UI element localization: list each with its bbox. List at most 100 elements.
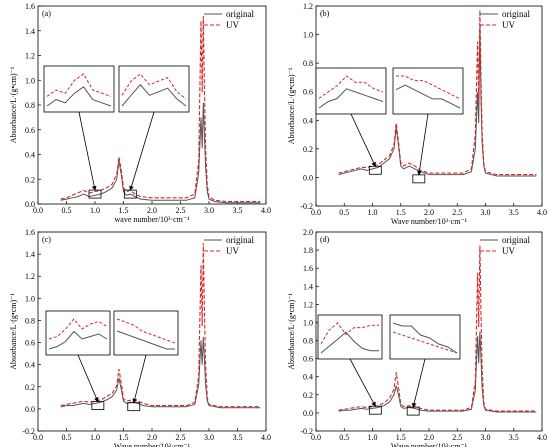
x-tick-label: 3.5 xyxy=(233,433,243,442)
y-tick-label: 1.4 xyxy=(25,250,35,259)
zoom-inset-original-line xyxy=(121,83,187,107)
x-tick-label: 0.5 xyxy=(62,206,72,215)
x-tick-label: 2.0 xyxy=(424,208,434,217)
series-uv-line xyxy=(338,10,537,176)
y-axis-label: Absorbance/L·(g•cm)⁻¹ xyxy=(9,66,18,143)
zoom-inset-uv-line xyxy=(121,73,187,100)
x-tick-label: 3.5 xyxy=(233,206,243,215)
legend-label-original: original xyxy=(226,9,254,19)
y-tick-label: 0.8 xyxy=(25,101,35,110)
x-tick-label: 2.5 xyxy=(176,433,186,442)
zoom-arrow xyxy=(417,113,429,176)
panel-label: (d) xyxy=(320,235,330,244)
legend-label-original: original xyxy=(502,235,530,245)
x-tick-label: 2.0 xyxy=(424,433,434,442)
y-tick-label: 0.2 xyxy=(25,175,35,184)
panel-d: 0.0 0.5 1.0 1.5 2.0 2.5 3.0 3.5 4.0-0.20.00.20.4… xyxy=(287,228,547,447)
x-tick-label: 1.0 xyxy=(368,208,378,217)
y-tick-label: 0.8 xyxy=(25,316,35,325)
zoom-inset-original-line xyxy=(320,331,379,354)
zoom-inset-original-line xyxy=(395,84,461,109)
zoom-inset-uv-line xyxy=(392,331,458,354)
y-tick-label: 1.4 xyxy=(25,27,35,36)
y-tick-label: 0.0 xyxy=(303,409,313,418)
x-tick-label: 3.5 xyxy=(509,433,519,442)
legend-label-original: original xyxy=(502,9,530,19)
x-axis-label: wave number/10³·cm⁻¹ xyxy=(115,215,191,224)
zoom-inset-box xyxy=(315,67,387,115)
zoom-inset-uv-line xyxy=(48,318,108,340)
panel-b: 0.0 0.5 1.0 1.5 2.0 2.5 3.0 3.5 4.0-0.20.00.20.4… xyxy=(287,2,547,226)
y-tick-label: 0.0 xyxy=(25,200,35,209)
x-axis-label: Wave number/10³·cm⁻¹ xyxy=(114,442,191,447)
zoom-inset-uv-line xyxy=(46,73,112,97)
series-uv-line xyxy=(60,15,261,203)
x-tick-label: 1.5 xyxy=(396,433,406,442)
zoom-inset-uv-line xyxy=(320,322,379,345)
x-tick-label: 0.5 xyxy=(339,208,349,217)
zoom-target-box xyxy=(368,165,382,175)
y-tick-label: 1.2 xyxy=(303,300,313,309)
zoom-inset-original-line xyxy=(392,322,458,354)
zoom-inset-original-line xyxy=(46,86,112,107)
x-tick-label: 3.0 xyxy=(204,206,214,215)
zoom-target-box xyxy=(412,174,426,184)
x-tick-label: 1.0 xyxy=(90,433,100,442)
series-original-line xyxy=(60,336,261,409)
y-tick-label: 1.0 xyxy=(25,76,35,85)
y-tick-label: 0.6 xyxy=(303,355,313,364)
y-tick-label: 1.0 xyxy=(303,31,313,40)
zoom-arrow xyxy=(78,111,97,191)
y-tick-label: 0.4 xyxy=(303,116,313,125)
legend-label-uv: UV xyxy=(226,246,239,256)
panel-c: 0.0 0.5 1.0 1.5 2.0 2.5 3.0 3.5 4.0-0.20.00.20.4… xyxy=(9,228,271,447)
x-tick-label: 2.0 xyxy=(147,206,157,215)
zoom-arrow xyxy=(411,358,426,408)
y-tick-label: 0.4 xyxy=(25,361,35,370)
y-tick-label: 1.8 xyxy=(303,246,313,255)
x-tick-label: 1.5 xyxy=(119,433,129,442)
y-tick-label: 0.2 xyxy=(303,145,313,154)
legend-label-uv: UV xyxy=(502,20,515,30)
x-tick-label: 3.0 xyxy=(204,433,214,442)
zoom-inset-box xyxy=(392,67,464,115)
y-tick-label: -0.2 xyxy=(300,202,313,211)
x-tick-label: 0.0 xyxy=(311,433,321,442)
y-tick-label: 0.4 xyxy=(25,151,35,160)
y-tick-label: 0.4 xyxy=(303,373,313,382)
zoom-arrow xyxy=(129,111,155,191)
x-tick-label: 1.0 xyxy=(90,206,100,215)
y-tick-label: 1.6 xyxy=(25,2,35,11)
y-tick-label: 0.6 xyxy=(25,126,35,135)
y-tick-label: 0.8 xyxy=(303,59,313,68)
legend-label-uv: UV xyxy=(226,20,239,30)
y-tick-label: 1.6 xyxy=(25,228,35,237)
y-tick-label: 0.6 xyxy=(303,88,313,97)
y-axis-label: Absorbance/L·(g•cm)⁻¹ xyxy=(9,293,18,370)
zoom-inset-original-line xyxy=(116,330,175,350)
y-tick-label: 1.0 xyxy=(303,318,313,327)
x-tick-label: 2.5 xyxy=(176,206,186,215)
x-tick-label: 4.0 xyxy=(537,208,547,217)
y-axis-label: Absorbance/L·(g•cm)⁻¹ xyxy=(287,67,296,144)
x-tick-label: 0.0 xyxy=(33,206,43,215)
zoom-inset-box xyxy=(118,65,190,113)
x-tick-label: 1.0 xyxy=(368,433,378,442)
zoom-inset-uv-line xyxy=(318,75,384,99)
zoom-inset-original-line xyxy=(318,88,384,109)
y-tick-label: 1.0 xyxy=(25,294,35,303)
y-tick-label: 0.8 xyxy=(303,337,313,346)
y-tick-label: 1.4 xyxy=(303,282,313,291)
zoom-arrow xyxy=(350,113,376,168)
x-tick-label: 4.0 xyxy=(261,206,271,215)
zoom-inset-uv-line xyxy=(116,318,176,344)
x-tick-label: 2.5 xyxy=(452,433,462,442)
x-tick-label: 2.0 xyxy=(147,433,157,442)
y-tick-label: 1.2 xyxy=(25,272,35,281)
y-axis-label: Absorbance/L·(g•cm)⁻¹ xyxy=(287,293,296,370)
series-uv-line xyxy=(60,243,261,408)
y-tick-label: 0.2 xyxy=(303,391,313,400)
panel-label: (a) xyxy=(42,9,51,18)
panel-label: (c) xyxy=(42,235,51,244)
